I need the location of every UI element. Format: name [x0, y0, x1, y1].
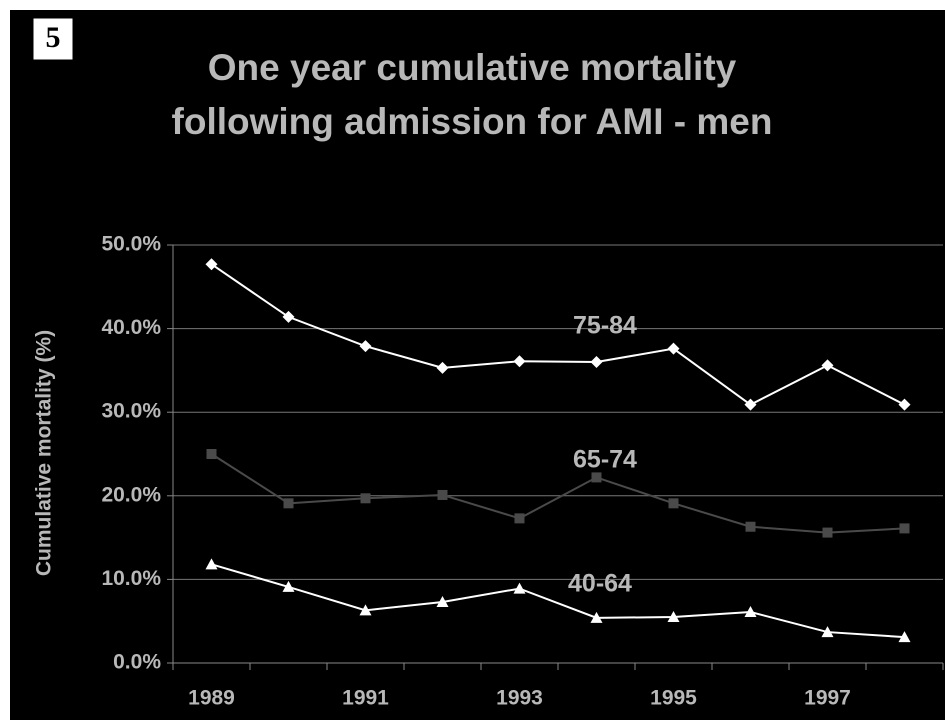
point [744, 398, 757, 411]
x-tick-label: 1991 [342, 687, 389, 710]
y-tick-label: 30.0% [101, 400, 161, 423]
point [821, 359, 834, 372]
badge: 5 [46, 21, 61, 54]
x-tick-label: 1997 [804, 687, 851, 710]
point [282, 580, 295, 592]
point [514, 513, 525, 524]
point [513, 582, 526, 594]
point [590, 611, 603, 623]
y-tick-label: 50.0% [101, 233, 161, 256]
point [513, 355, 526, 368]
point [898, 631, 911, 643]
point [360, 493, 371, 504]
y-tick-label: 10.0% [101, 567, 161, 590]
point [668, 498, 679, 509]
point [745, 521, 756, 532]
series-line [210, 453, 905, 534]
point [437, 489, 448, 500]
point [436, 361, 449, 374]
y-axis-label: Cumulative mortality (%) [33, 330, 56, 576]
x-tick-label: 1993 [496, 687, 543, 710]
point [436, 595, 449, 607]
point [822, 527, 833, 538]
point [590, 356, 603, 369]
point [359, 340, 372, 353]
badge-box [32, 17, 74, 61]
point [206, 449, 217, 459]
series-label: 65-74 [573, 446, 637, 474]
chart-title: One year cumulative mortality [208, 47, 737, 88]
point [359, 604, 372, 616]
point [282, 310, 295, 323]
chart-title: following admission for AMI - men [172, 101, 773, 142]
point [591, 472, 602, 483]
series-line [210, 263, 905, 406]
x-tick-label: 1995 [650, 687, 697, 710]
series-line [211, 563, 905, 639]
point [205, 258, 218, 271]
y-tick-label: 0.0% [113, 651, 161, 674]
point [667, 611, 680, 623]
series-label: 75-84 [573, 312, 637, 340]
point [744, 606, 757, 618]
point [205, 558, 218, 570]
point [899, 523, 910, 534]
point [667, 342, 680, 355]
series-label: 40-64 [568, 570, 632, 598]
y-tick-label: 20.0% [101, 483, 161, 506]
point [283, 498, 294, 509]
y-tick-label: 40.0% [101, 316, 161, 339]
point [821, 626, 834, 638]
x-tick-label: 1989 [188, 687, 235, 710]
point [898, 398, 911, 411]
